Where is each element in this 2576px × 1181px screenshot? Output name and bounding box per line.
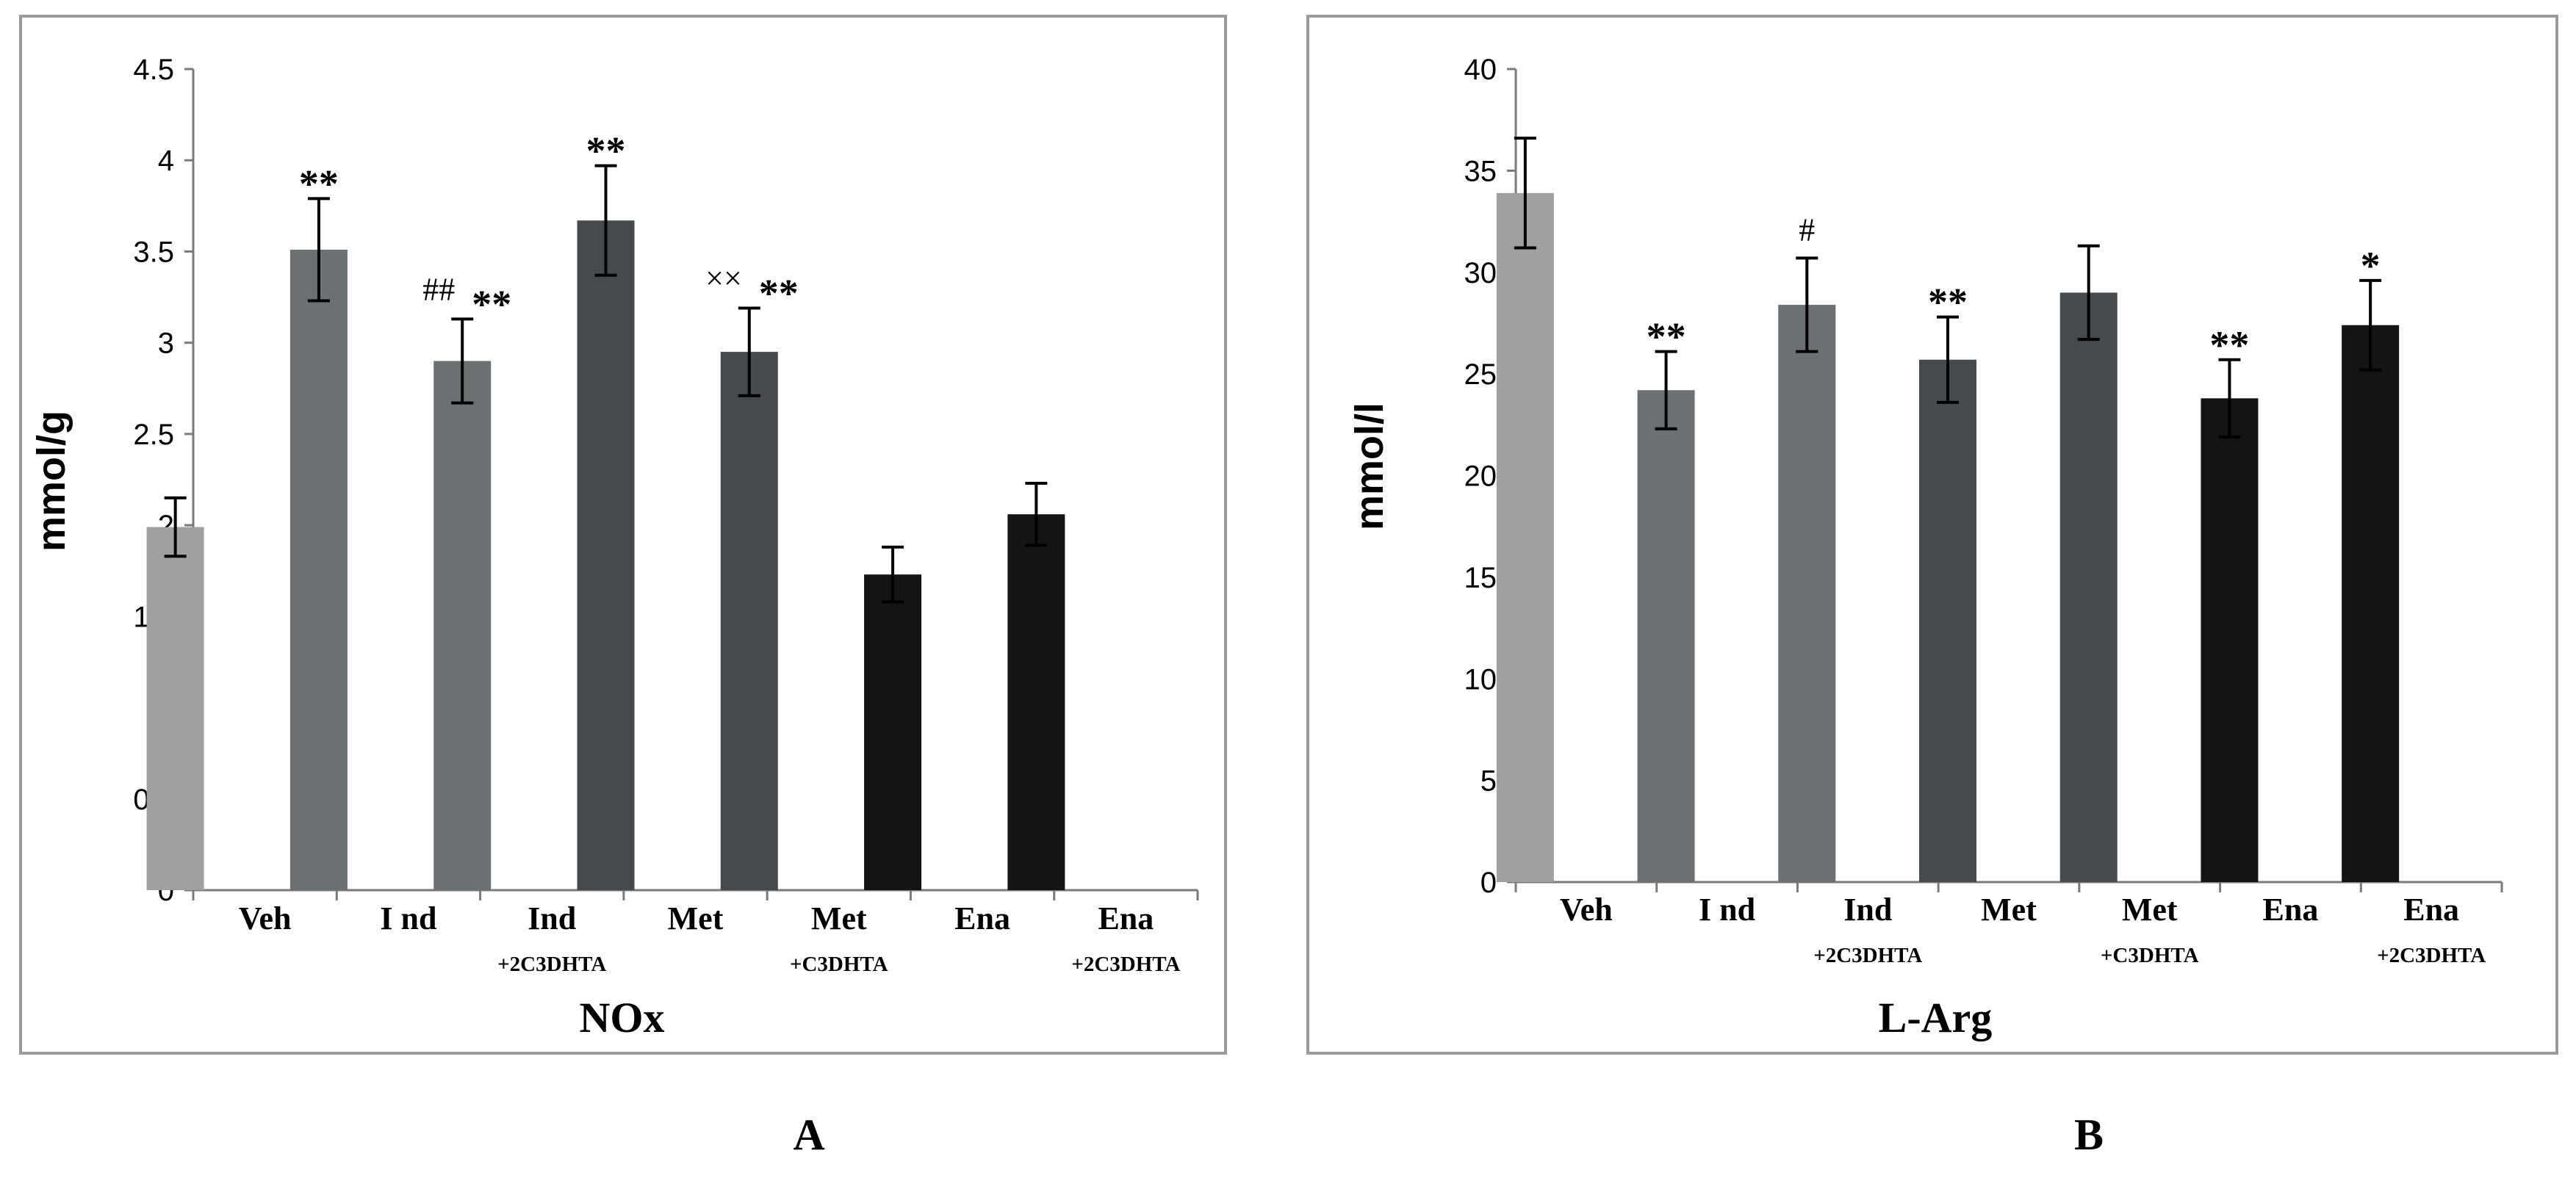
nox-category-label: Ind: [528, 900, 576, 936]
larg-sig-marker: *: [2361, 244, 2381, 288]
nox-category-label: Met: [811, 900, 867, 936]
larg-sig-marker: #: [1799, 212, 1815, 248]
larg-y-tick-label: 10: [1464, 663, 1497, 696]
larg-sig-marker: **: [2209, 323, 2249, 367]
larg-bar: [1637, 390, 1695, 882]
larg-y-tick-label: 5: [1481, 765, 1497, 798]
nox-sig-marker: ##: [422, 271, 455, 307]
larg-category-label: Ena: [2263, 892, 2319, 928]
larg-bar: [2059, 292, 2118, 882]
larg-category-label: Veh: [1560, 892, 1613, 928]
nox-category-label: I nd: [380, 900, 436, 936]
nox-x-axis-title: NOx: [580, 994, 665, 1041]
nox-bar: [289, 249, 348, 891]
nox-y-tick-label: 4: [158, 145, 174, 177]
nox-category-label: Met: [668, 900, 724, 936]
nox-bar: [577, 220, 635, 891]
panel-label-b: B: [2074, 1110, 2104, 1159]
nox-y-tick-label: 3: [158, 328, 174, 360]
nox-sig-marker: **: [759, 271, 799, 315]
nox-bar: [433, 361, 492, 890]
nox-category-sublabel: +2C3DHTA: [497, 953, 606, 976]
larg-bar: [1919, 359, 1976, 882]
nox-y-tick-label: 4.5: [133, 54, 174, 86]
nox-category-label: Veh: [239, 900, 292, 936]
nox-sig-marker: **: [472, 282, 511, 326]
nox-sig-marker: **: [299, 162, 339, 206]
larg-y-tick-label: 35: [1464, 155, 1497, 187]
larg-bar: [2342, 325, 2400, 883]
nox-bar: [864, 574, 922, 890]
larg-category-sublabel: +C3DHTA: [2101, 944, 2199, 967]
chart-l-arg: 0 5 10 15 20 25 30 35 40 Veh ** I nd # Ind +2C3DHTA ** M…: [1348, 54, 2503, 1041]
nox-y-tick-label: 3.5: [133, 236, 174, 268]
larg-sig-marker: **: [1928, 281, 1968, 325]
larg-category-label: Met: [2122, 892, 2178, 928]
larg-category-label: Met: [1981, 892, 2037, 928]
nox-y-tick-label: 2.5: [133, 419, 174, 451]
larg-bar: [1778, 305, 1836, 882]
nox-sig-marker: **: [586, 129, 626, 173]
nox-y-axis-title: mmol/g: [29, 411, 73, 552]
nox-category-sublabel: +C3DHTA: [790, 953, 888, 976]
larg-y-tick-label: 15: [1464, 562, 1497, 594]
larg-y-tick-label: 40: [1464, 54, 1497, 86]
larg-category-label: Ena: [2403, 892, 2459, 928]
larg-sig-marker: **: [1647, 315, 1686, 359]
larg-x-axis-title: L-Arg: [1879, 994, 1993, 1041]
nox-category-sublabel: +2C3DHTA: [1071, 953, 1180, 976]
panel-label-a: A: [793, 1110, 824, 1159]
larg-y-tick-label: 0: [1481, 867, 1497, 899]
larg-y-tick-label: 20: [1464, 461, 1497, 493]
larg-y-tick-label: 25: [1464, 358, 1497, 391]
larg-y-axis-title: mmol/l: [1348, 402, 1392, 530]
larg-category-sublabel: +2C3DHTA: [1813, 944, 1922, 967]
larg-category-sublabel: +2C3DHTA: [2377, 944, 2486, 967]
larg-bar: [2201, 398, 2259, 882]
larg-bar: [1496, 192, 1554, 882]
nox-category-label: Ena: [1098, 900, 1154, 936]
nox-bar: [146, 527, 204, 890]
nox-category-label: Ena: [954, 900, 1010, 936]
larg-category-label: I nd: [1699, 892, 1755, 928]
larg-category-label: Ind: [1843, 892, 1892, 928]
larg-y-tick-label: 30: [1464, 257, 1497, 289]
nox-sig-marker: ××: [705, 260, 742, 296]
nox-bar: [720, 352, 778, 891]
nox-bar: [1007, 514, 1065, 890]
